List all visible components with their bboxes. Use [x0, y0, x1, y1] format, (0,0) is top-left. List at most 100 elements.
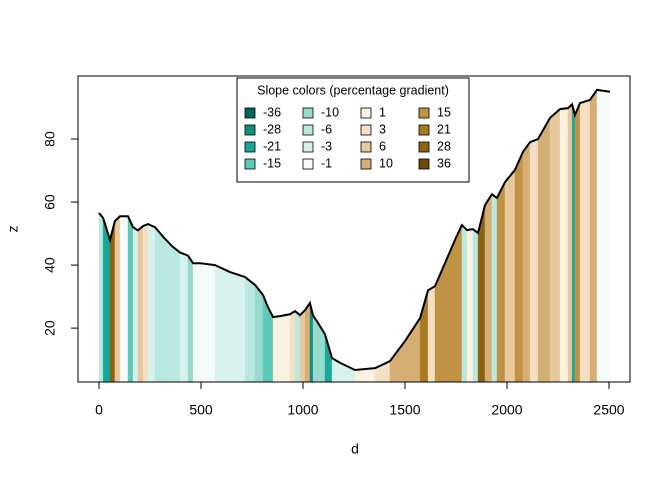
legend-label: 3 [379, 122, 386, 136]
slope-strip [187, 255, 194, 383]
slope-strip [109, 220, 116, 383]
slope-strip [127, 216, 134, 383]
slope-strip [114, 215, 121, 383]
legend-swatch [418, 141, 430, 153]
x-tick-label: 2000 [491, 402, 522, 418]
legend-label: 15 [437, 105, 451, 119]
legend-box [236, 77, 470, 183]
slope-strip [171, 245, 181, 383]
legend-swatch [418, 107, 430, 119]
legend-swatch [244, 124, 256, 136]
legend-title: Slope colors (percentage gradient) [257, 83, 449, 97]
y-tick-label: 40 [42, 257, 58, 273]
legend-label: -1 [321, 156, 332, 170]
slope-strips [98, 89, 611, 383]
slope-strip [461, 224, 468, 383]
slope-strip [119, 216, 129, 383]
legend-swatch [244, 141, 256, 153]
legend-swatch [418, 124, 430, 136]
slope-strip [496, 182, 506, 383]
slope-strip [147, 223, 156, 383]
slope-strip [289, 310, 296, 383]
slope-strip [137, 225, 144, 383]
x-tick-label: 500 [189, 402, 213, 418]
slope-strip [454, 224, 463, 383]
legend-swatch [302, 107, 314, 119]
x-tick-label: 1000 [287, 402, 318, 418]
legend-swatch [360, 141, 372, 153]
slope-strip [529, 138, 539, 383]
legend-label: -3 [321, 139, 332, 153]
slope-strip [272, 315, 281, 383]
x-tick-label: 1500 [389, 402, 420, 418]
legend-label: -6 [321, 122, 332, 136]
slope-strip [142, 223, 149, 383]
y-tick-label: 60 [42, 194, 58, 210]
slope-strip [312, 315, 319, 383]
legend-label: -15 [263, 156, 281, 170]
x-tick-label: 2500 [593, 402, 624, 418]
legend-label: 1 [379, 105, 386, 119]
slope-strip [466, 228, 474, 383]
slope-strip [262, 294, 269, 383]
legend-label: -10 [321, 105, 339, 119]
slope-strip [267, 306, 274, 383]
y-tick-label: 20 [42, 320, 58, 336]
slope-strip [596, 89, 611, 383]
slope-strip [199, 263, 216, 383]
legend: Slope colors (percentage gradient) -36-2… [236, 77, 470, 183]
slope-strip [472, 228, 479, 383]
slope-strip [491, 193, 498, 383]
legend-swatch [302, 124, 314, 136]
legend-label: 21 [437, 122, 451, 136]
legend-swatch [302, 141, 314, 153]
legend-swatch [418, 158, 430, 170]
legend-label: 10 [379, 156, 393, 170]
slope-strip [574, 103, 581, 383]
legend-swatch [244, 158, 256, 170]
slope-strip [571, 104, 576, 383]
slope-strip [537, 117, 551, 383]
slope-strip [549, 108, 561, 383]
legend-swatch [244, 107, 256, 119]
slope-strip [514, 151, 524, 383]
slope-strip [162, 236, 173, 383]
slope-strip [214, 264, 231, 383]
x-axis-label: d [351, 441, 359, 457]
legend-label: 36 [437, 156, 451, 170]
slope-strip [404, 317, 421, 383]
y-axis-label: z [5, 226, 21, 233]
slope-strip [589, 89, 598, 383]
legend-label: 28 [437, 139, 451, 153]
slope-strip [324, 334, 333, 383]
slope-strip [102, 217, 108, 383]
slope-strip [254, 284, 264, 383]
slope-strip [154, 226, 164, 383]
slope-strip [132, 226, 139, 383]
slope-strip [229, 271, 246, 383]
slope-strip [427, 285, 436, 383]
slope-strip [484, 193, 493, 383]
slope-strip [98, 212, 104, 383]
slope-strip [522, 141, 531, 383]
legend-swatch [360, 158, 372, 170]
legend-swatch [360, 124, 372, 136]
legend-label: -21 [263, 139, 281, 153]
y-tick-label: 80 [42, 131, 58, 147]
slope-strip [244, 276, 256, 383]
slope-strip [179, 252, 189, 383]
slope-strip [567, 104, 573, 383]
slope-strip [279, 314, 291, 383]
slope-strip [106, 230, 111, 383]
slope-strip [299, 309, 306, 383]
legend-label: -28 [263, 122, 281, 136]
slope-strip [304, 302, 311, 383]
slope-strip [294, 310, 301, 383]
legend-label: 6 [379, 139, 386, 153]
slope-strip [389, 340, 406, 383]
legend-label: -36 [263, 105, 281, 119]
slope-strip [559, 107, 569, 383]
legend-swatch [302, 158, 314, 170]
profile-line [98, 88, 611, 372]
